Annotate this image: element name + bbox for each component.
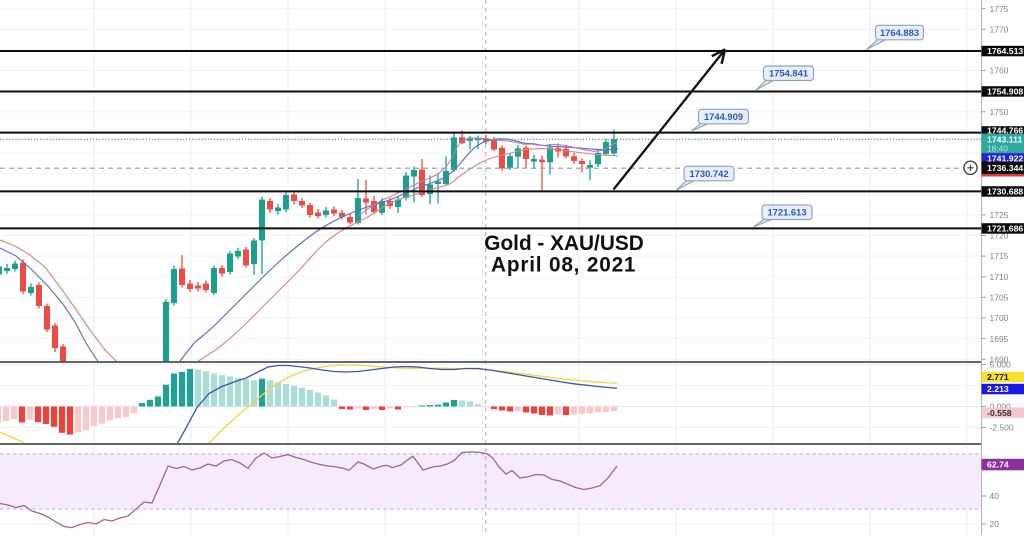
svg-text:1700: 1700 (990, 313, 1009, 323)
svg-text:1721.613: 1721.613 (767, 207, 806, 218)
svg-text:1725: 1725 (990, 210, 1009, 220)
svg-text:1770: 1770 (990, 24, 1009, 34)
svg-text:2.213: 2.213 (987, 384, 1009, 394)
svg-text:1710: 1710 (990, 272, 1009, 282)
svg-text:1705: 1705 (990, 293, 1009, 303)
svg-text:1754.841: 1754.841 (769, 68, 808, 79)
svg-text:1760: 1760 (990, 66, 1009, 76)
svg-text:1730.742: 1730.742 (689, 168, 728, 179)
svg-text:62.74: 62.74 (987, 460, 1009, 470)
svg-text:-0.558: -0.558 (987, 408, 1012, 418)
svg-text:1775: 1775 (990, 4, 1009, 14)
svg-text:April 08, 2021: April 08, 2021 (491, 254, 636, 277)
svg-text:1736.344: 1736.344 (987, 163, 1023, 173)
svg-text:5.000: 5.000 (990, 360, 1012, 370)
svg-text:18:40: 18:40 (987, 144, 1008, 154)
svg-text:1764.883: 1764.883 (880, 27, 919, 38)
svg-text:2.771: 2.771 (987, 372, 1009, 382)
svg-text:1750: 1750 (990, 107, 1009, 117)
svg-text:1744.909: 1744.909 (704, 111, 743, 122)
svg-text:1764.513: 1764.513 (987, 46, 1023, 56)
svg-text:1695: 1695 (990, 334, 1009, 344)
svg-text:1715: 1715 (990, 251, 1009, 261)
svg-text:20: 20 (990, 519, 1000, 529)
svg-text:1721.686: 1721.686 (987, 224, 1023, 234)
svg-text:1754.908: 1754.908 (987, 87, 1023, 97)
svg-text:-2.500: -2.500 (990, 423, 1014, 433)
svg-text:40: 40 (990, 491, 1000, 501)
svg-text:Gold - XAU/USD: Gold - XAU/USD (484, 232, 643, 255)
svg-text:1730.688: 1730.688 (987, 187, 1023, 197)
